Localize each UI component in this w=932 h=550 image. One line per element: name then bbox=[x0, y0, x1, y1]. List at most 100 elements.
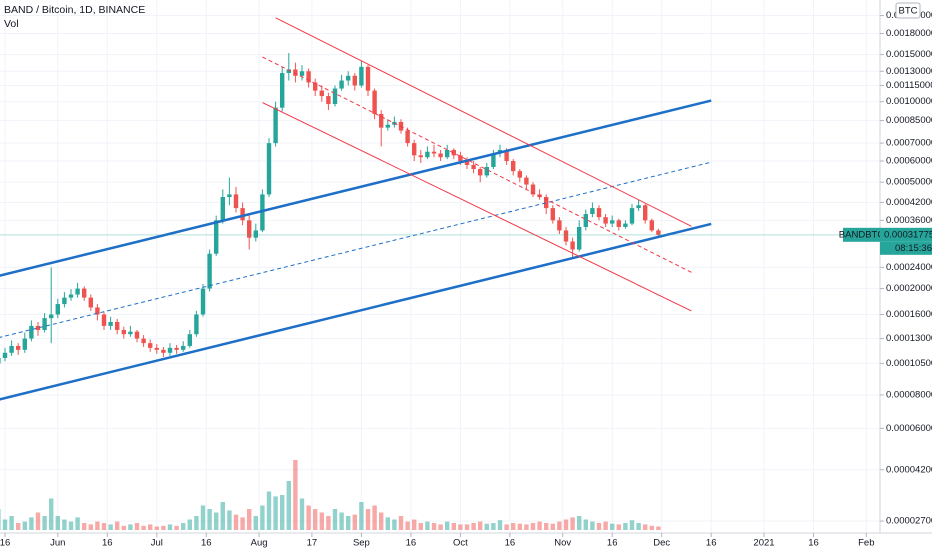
candle-body bbox=[431, 151, 437, 154]
candle-body bbox=[471, 164, 476, 170]
volume-bar bbox=[22, 521, 27, 530]
volume-bar bbox=[88, 524, 93, 530]
volume-bar bbox=[537, 521, 542, 530]
volume-bar bbox=[214, 512, 219, 530]
volume-bar bbox=[247, 509, 252, 530]
x-tick-label: Sep bbox=[353, 538, 370, 549]
y-tick-label: 0.00070000 bbox=[886, 138, 932, 149]
candle-body bbox=[82, 288, 87, 298]
volume-bar bbox=[75, 517, 80, 530]
candle-body bbox=[108, 321, 113, 326]
candle-body bbox=[464, 161, 470, 165]
trend-line bbox=[262, 102, 692, 312]
volume-bar bbox=[405, 521, 410, 530]
volume-bar bbox=[471, 523, 476, 530]
candle-body bbox=[141, 338, 146, 344]
candle-body bbox=[656, 230, 661, 235]
volume-bar bbox=[167, 524, 173, 530]
candle-body bbox=[101, 314, 107, 326]
volume-bar bbox=[174, 525, 179, 530]
candle-body bbox=[49, 314, 54, 319]
trend-line bbox=[262, 56, 692, 273]
volume-bar bbox=[62, 519, 67, 530]
volume-bar bbox=[154, 526, 159, 530]
volume-bar bbox=[379, 512, 384, 530]
volume-bar bbox=[68, 521, 74, 530]
candle-body bbox=[418, 155, 423, 158]
y-tick-label: 0.00024000 bbox=[886, 262, 932, 273]
candle-body bbox=[121, 329, 126, 335]
symbol-box bbox=[843, 227, 880, 242]
volume-bar bbox=[339, 512, 344, 530]
chart-title: BAND / Bitcoin, 1D, BINANCE bbox=[4, 4, 145, 16]
volume-bar bbox=[418, 523, 423, 530]
volume-bar bbox=[82, 523, 87, 530]
candle-body bbox=[326, 96, 331, 105]
y-tick-label: 0.00085000 bbox=[886, 115, 932, 126]
currency-box[interactable] bbox=[895, 2, 921, 19]
volume-bar bbox=[115, 521, 120, 530]
currency[interactable]: BTC bbox=[899, 6, 918, 17]
candle-body bbox=[478, 169, 483, 176]
candle-body bbox=[75, 288, 80, 295]
volume-bar bbox=[194, 516, 199, 530]
volume-bar bbox=[240, 517, 245, 530]
candle-body bbox=[491, 153, 496, 167]
volume-bar bbox=[293, 460, 298, 530]
volume-bar bbox=[0, 509, 1, 530]
y-tick-label: 0.00050000 bbox=[886, 177, 932, 188]
candle-body bbox=[128, 331, 133, 335]
volume-bar bbox=[577, 516, 582, 530]
volume-bar bbox=[181, 523, 186, 530]
x-tick-label: Nov bbox=[554, 538, 571, 549]
candle-body bbox=[167, 347, 173, 353]
x-tick-label: 16 bbox=[706, 538, 717, 549]
candle-body bbox=[161, 349, 166, 353]
axes: 0.002100000.001800000.001500000.00130000… bbox=[0, 10, 932, 549]
volume-bar bbox=[16, 523, 21, 530]
candle-body bbox=[319, 90, 324, 97]
candle-body bbox=[247, 220, 252, 238]
volume-bar bbox=[583, 519, 588, 530]
volume-label: Vol bbox=[4, 18, 19, 30]
volume-bar bbox=[596, 523, 602, 530]
volume-bar bbox=[352, 514, 357, 530]
candle-body bbox=[590, 208, 595, 215]
candle-body bbox=[550, 208, 555, 221]
volume-bar bbox=[207, 509, 212, 530]
candle-body bbox=[583, 214, 588, 227]
x-tick-label: Dec bbox=[653, 538, 670, 549]
x-tick-label: 16 bbox=[406, 538, 417, 549]
candle-body bbox=[372, 90, 377, 114]
volume-bar bbox=[649, 525, 654, 530]
volume-bar bbox=[227, 510, 232, 530]
volume-bar bbox=[187, 519, 192, 530]
volume-bar bbox=[610, 523, 615, 530]
volume-bar bbox=[273, 496, 278, 530]
candle-body bbox=[570, 241, 575, 250]
y-tick-label: 0.00036000 bbox=[886, 215, 932, 226]
candle-body bbox=[286, 69, 291, 74]
candle-body bbox=[22, 338, 27, 350]
volume-bar bbox=[220, 502, 225, 530]
candle-body bbox=[438, 153, 443, 158]
candle-body bbox=[530, 184, 536, 195]
candle-body bbox=[68, 294, 74, 298]
candle-body bbox=[207, 253, 212, 289]
y-tick-label: 0.00008000 bbox=[886, 389, 932, 400]
candle-body bbox=[649, 220, 654, 231]
candle-body bbox=[484, 166, 489, 176]
candle-body bbox=[458, 155, 463, 162]
volume-bar bbox=[656, 526, 661, 530]
volume-bar bbox=[425, 521, 430, 530]
candle-body bbox=[88, 297, 93, 308]
volume-bar bbox=[326, 516, 331, 530]
y-tick-label: 0.00115000 bbox=[886, 80, 932, 91]
candle-body bbox=[220, 197, 225, 221]
candle-body bbox=[339, 80, 344, 89]
candle-body bbox=[194, 314, 199, 335]
volume-bar bbox=[557, 521, 562, 530]
candle-body bbox=[577, 226, 582, 250]
volume-bar bbox=[266, 491, 272, 530]
